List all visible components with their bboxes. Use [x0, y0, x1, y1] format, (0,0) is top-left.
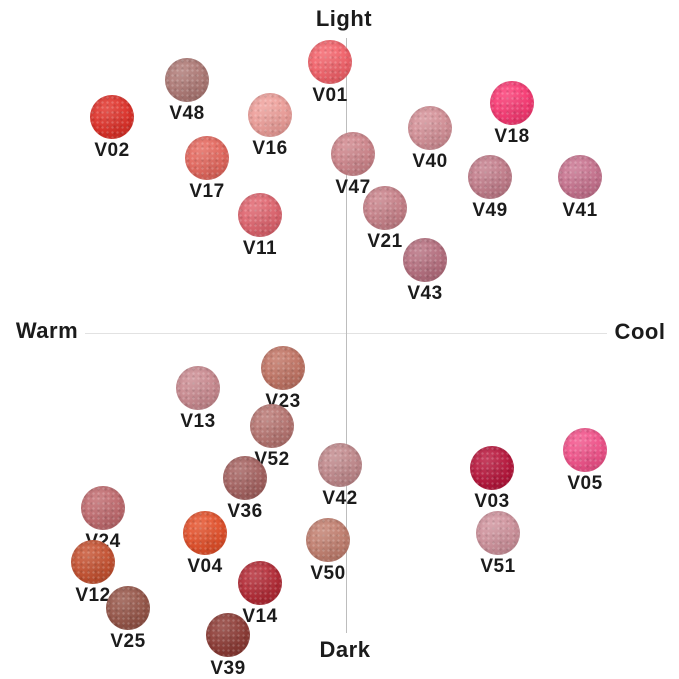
- shade-label-V50: V50: [310, 563, 346, 584]
- shade-label-V21: V21: [367, 231, 403, 252]
- axis-label-light: Light: [315, 6, 373, 31]
- shade-swatch-V23: [261, 346, 305, 390]
- shade-swatch-V50: [306, 518, 350, 562]
- shade-label-V16: V16: [252, 138, 288, 159]
- shade-swatch-V52: [250, 404, 294, 448]
- shade-label-V48: V48: [169, 103, 205, 124]
- shade-label-V04: V04: [187, 556, 223, 577]
- shade-label-V49: V49: [472, 200, 508, 221]
- shade-swatch-V40: [408, 106, 452, 150]
- shade-swatch-V36: [223, 456, 267, 500]
- shade-label-V11: V11: [242, 238, 278, 259]
- shade-label-V39: V39: [210, 658, 246, 679]
- shade-swatch-V49: [468, 155, 512, 199]
- shade-swatch-V03: [470, 446, 514, 490]
- shade-label-V17: V17: [189, 181, 225, 202]
- shade-swatch-V24: [81, 486, 125, 530]
- shade-swatch-V12: [71, 540, 115, 584]
- shade-label-V36: V36: [227, 501, 263, 522]
- shade-label-V14: V14: [242, 606, 278, 627]
- axis-label-dark: Dark: [319, 637, 371, 662]
- shade-label-V47: V47: [335, 177, 371, 198]
- shade-swatch-V41: [558, 155, 602, 199]
- shade-label-V13: V13: [180, 411, 216, 432]
- shade-label-V12: V12: [75, 585, 111, 606]
- shade-label-V41: V41: [562, 200, 598, 221]
- shade-label-V25: V25: [110, 631, 146, 652]
- shade-swatch-V47: [331, 132, 375, 176]
- shade-label-V05: V05: [567, 473, 603, 494]
- shade-label-V01: V01: [312, 85, 348, 106]
- shade-swatch-V16: [248, 93, 292, 137]
- shade-label-V43: V43: [407, 283, 443, 304]
- shade-swatch-V51: [476, 511, 520, 555]
- shade-swatch-V18: [490, 81, 534, 125]
- shade-label-V03: V03: [474, 491, 510, 512]
- shade-swatch-V48: [165, 58, 209, 102]
- shade-swatch-V02: [90, 95, 134, 139]
- shade-swatch-V17: [185, 136, 229, 180]
- shade-swatch-V43: [403, 238, 447, 282]
- axis-label-warm: Warm: [15, 318, 79, 343]
- shade-swatch-V11: [238, 193, 282, 237]
- shade-swatch-V39: [206, 613, 250, 657]
- shade-swatch-V21: [363, 186, 407, 230]
- shade-label-V02: V02: [94, 140, 130, 161]
- shade-label-V51: V51: [480, 556, 516, 577]
- shade-swatch-V25: [106, 586, 150, 630]
- shade-swatch-V13: [176, 366, 220, 410]
- shade-label-V40: V40: [412, 151, 448, 172]
- shade-label-V18: V18: [494, 126, 530, 147]
- light-dark-axis-line: [346, 38, 347, 633]
- shade-swatch-V42: [318, 443, 362, 487]
- shade-swatch-V01: [308, 40, 352, 84]
- shade-swatch-V05: [563, 428, 607, 472]
- shade-swatch-V04: [183, 511, 227, 555]
- axis-label-cool: Cool: [614, 319, 666, 344]
- shade-swatch-V14: [238, 561, 282, 605]
- shade-label-V42: V42: [322, 488, 358, 509]
